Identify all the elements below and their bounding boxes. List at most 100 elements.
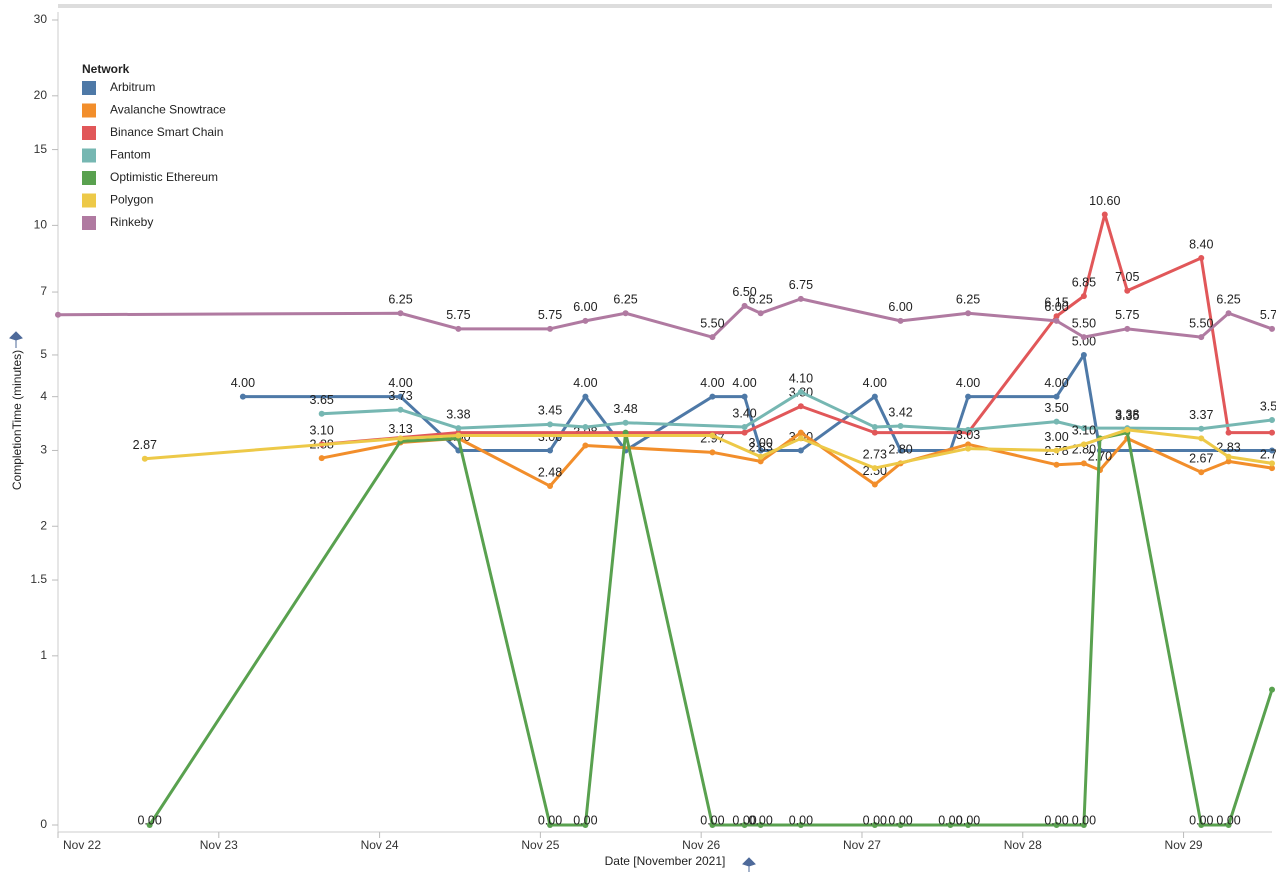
data-point	[1225, 458, 1232, 465]
x-tick-label: Nov 22	[63, 838, 101, 852]
data-point	[871, 481, 878, 488]
data-label: 6.25	[956, 293, 980, 307]
data-label: 0.00	[137, 813, 161, 827]
data-point	[871, 822, 878, 828]
x-tick-label: Nov 25	[521, 838, 559, 852]
data-point	[709, 432, 716, 439]
data-point	[1053, 822, 1060, 828]
x-tick-label: Nov 24	[361, 838, 399, 852]
legend-swatch	[82, 103, 96, 118]
data-point	[582, 822, 589, 828]
legend-label: Arbitrum	[110, 80, 155, 94]
data-label: 3.73	[388, 389, 412, 403]
y-tick-label: 30	[34, 12, 48, 26]
x-tick-label: Nov 23	[200, 838, 238, 852]
data-point	[965, 426, 972, 433]
data-point	[797, 295, 804, 302]
y-tick-label: 3	[40, 443, 47, 457]
data-point	[397, 406, 404, 413]
legend-label: Binance Smart Chain	[110, 125, 223, 139]
data-label: 3.10	[310, 424, 334, 438]
data-point	[1124, 287, 1131, 294]
data-point	[547, 447, 554, 454]
series-line	[242, 353, 1272, 452]
data-point	[1198, 254, 1205, 261]
data-point	[1225, 310, 1232, 317]
data-point	[1225, 429, 1232, 436]
data-label: 4.00	[700, 376, 724, 390]
data-point	[741, 393, 748, 400]
data-label: 3.50	[1044, 401, 1068, 415]
data-label: 4.00	[231, 376, 255, 390]
data-point	[455, 425, 462, 432]
legend-swatch	[82, 81, 96, 95]
data-point	[965, 822, 972, 828]
data-label: 6.00	[888, 300, 912, 314]
data-point	[1269, 447, 1275, 454]
data-point	[55, 311, 61, 318]
data-point	[1269, 686, 1275, 693]
data-label: 0.00	[1044, 813, 1068, 827]
series-line	[321, 390, 1273, 432]
data-point	[318, 455, 325, 462]
y-tick-label: 10	[34, 218, 48, 232]
data-label: 3.40	[732, 406, 756, 420]
data-point	[897, 422, 904, 429]
data-label: 0.00	[888, 813, 912, 827]
data-point	[1198, 334, 1205, 341]
data-point	[1080, 425, 1087, 432]
data-point	[757, 822, 764, 828]
legend-label: Polygon	[110, 193, 153, 207]
data-label: 3.38	[1115, 407, 1139, 421]
data-point	[897, 317, 904, 324]
data-label: 10.60	[1089, 194, 1120, 208]
data-point	[1124, 426, 1131, 433]
data-point	[1053, 461, 1060, 468]
data-point	[547, 822, 554, 828]
data-label: 3.13	[388, 422, 412, 436]
data-label: 6.25	[749, 293, 773, 307]
data-label: 6.15	[1044, 296, 1068, 310]
x-tick-label: Nov 28	[1004, 838, 1042, 852]
y-axis-label: CompletionTime (minutes)	[10, 350, 24, 490]
data-label: 6.00	[573, 300, 597, 314]
data-point	[582, 393, 589, 400]
data-point	[397, 393, 404, 400]
data-label: 4.00	[573, 376, 597, 390]
data-point	[1053, 393, 1060, 400]
data-point	[146, 822, 153, 828]
x-tick-label: Nov 27	[843, 838, 881, 852]
data-label: 4.00	[388, 376, 412, 390]
data-point	[757, 458, 764, 465]
legend-swatch	[82, 216, 96, 230]
data-point	[1080, 441, 1087, 448]
data-point	[1053, 418, 1060, 425]
data-point	[897, 822, 904, 828]
y-tick-label: 2	[40, 518, 47, 532]
data-point	[1198, 425, 1205, 432]
pin-icon	[742, 857, 756, 872]
data-label: 6.25	[1216, 293, 1240, 307]
data-point	[965, 393, 972, 400]
x-tick-label: Nov 26	[682, 838, 720, 852]
data-point	[797, 403, 804, 410]
data-point	[1080, 822, 1087, 828]
data-label: 5.50	[1189, 316, 1213, 330]
data-point	[1080, 351, 1087, 358]
data-label: 3.35	[1115, 409, 1139, 423]
data-point	[757, 447, 764, 454]
data-point	[1269, 429, 1275, 436]
data-label: 3.45	[538, 404, 562, 418]
y-tick-label: 1.5	[30, 572, 47, 586]
data-point	[1198, 435, 1205, 442]
data-label: 5.75	[446, 308, 470, 322]
data-point	[1124, 325, 1131, 332]
data-point	[318, 410, 325, 417]
data-point	[582, 442, 589, 449]
y-tick-label: 5	[40, 347, 47, 361]
data-label: 3.00	[749, 436, 773, 450]
data-point	[1053, 447, 1060, 454]
data-point	[709, 334, 716, 341]
data-label: 4.00	[863, 376, 887, 390]
